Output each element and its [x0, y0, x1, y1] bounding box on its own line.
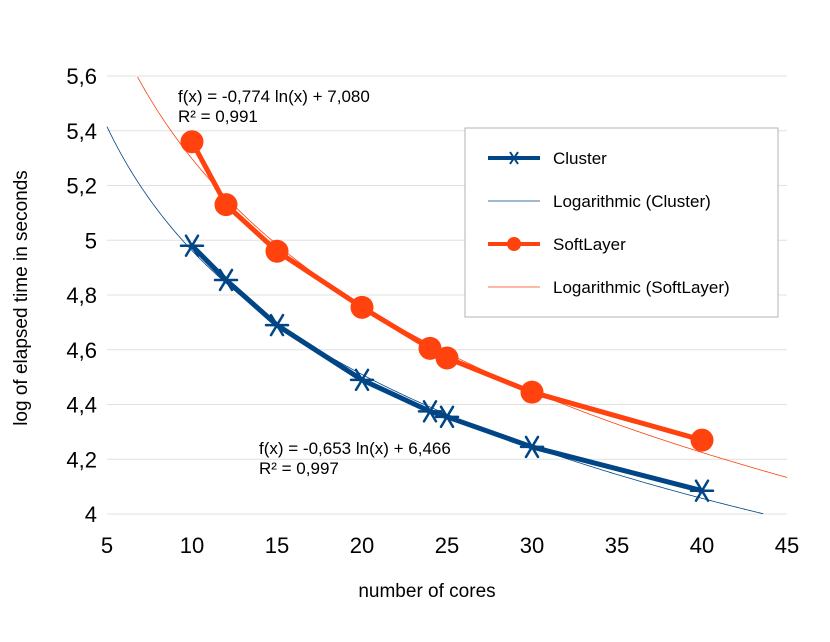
data-point-cluster	[349, 368, 375, 392]
legend: Cluster Logarithmic (Cluster) SoftLayer …	[464, 127, 779, 318]
trendline-layer	[106, 76, 788, 515]
trendline-cluster	[106, 126, 764, 515]
data-point-softlayer	[265, 239, 289, 263]
data-point-cluster	[179, 234, 205, 257]
legend-label-softlayer: SoftLayer	[553, 235, 626, 254]
legend-label-logarithmic-softlayer: Logarithmic (SoftLayer)	[553, 278, 730, 297]
data-point-softlayer	[180, 130, 204, 154]
x-tick-label: 45	[775, 533, 799, 558]
x-tick-label: 35	[605, 533, 629, 558]
series-layer	[179, 130, 715, 502]
legend-item-cluster: Cluster	[488, 149, 607, 168]
y-tick-label: 4	[85, 502, 97, 527]
data-point-softlayer	[214, 193, 238, 217]
x-tick-label: 5	[101, 533, 113, 558]
x-tick-label: 40	[690, 533, 714, 558]
y-tick-label: 4,8	[66, 283, 97, 308]
x-axis-title: number of cores	[358, 581, 495, 602]
cluster-trend-r2: R² = 0,997	[259, 459, 339, 478]
y-tick-label: 4,2	[66, 447, 97, 472]
x-tick-label: 30	[520, 533, 544, 558]
data-point-softlayer	[418, 336, 442, 360]
legend-label-cluster: Cluster	[553, 149, 607, 168]
data-point-cluster	[689, 479, 715, 502]
data-point-softlayer	[520, 380, 544, 404]
grid-layer	[107, 75, 787, 515]
y-tick-label: 5	[85, 228, 97, 253]
data-point-softlayer	[435, 346, 459, 370]
legend-swatch-cluster-marker	[507, 151, 521, 165]
x-tick-label: 25	[435, 533, 459, 558]
y-tick-label: 4,6	[66, 338, 97, 363]
x-tick-label: 10	[180, 533, 204, 558]
data-point-cluster	[519, 435, 545, 459]
axis-layer: 4 4,2 4,4 4,6 4,8 5 5,2 5,4 5,6 5 10 15 20 25 30 35 40 45	[66, 64, 799, 558]
y-axis-title: log of elapsed time in seconds	[11, 170, 32, 426]
legend-label-logarithmic-cluster: Logarithmic (Cluster)	[553, 192, 711, 211]
data-point-cluster	[434, 405, 460, 429]
data-point-cluster	[264, 313, 290, 337]
legend-item-logarithmic-softlayer: Logarithmic (SoftLayer)	[488, 278, 730, 297]
y-tick-label: 5,2	[66, 174, 97, 199]
data-point-cluster	[213, 268, 239, 292]
x-tick-label: 20	[350, 533, 374, 558]
cluster-trend-equation: f(x) = -0,653 ln(x) + 6,466	[259, 439, 451, 458]
legend-item-softlayer: SoftLayer	[488, 235, 626, 254]
trendline-softlayer	[137, 76, 788, 478]
softlayer-trend-r2: R² = 0,991	[178, 107, 258, 126]
x-tick-label: 15	[265, 533, 289, 558]
series-line-softlayer	[189, 139, 705, 443]
legend-item-logarithmic-cluster: Logarithmic (Cluster)	[488, 192, 711, 211]
series-line-cluster	[189, 243, 705, 494]
softlayer-trend-equation: f(x) = -0,774 ln(x) + 7,080	[178, 87, 370, 106]
y-tick-label: 5,6	[66, 64, 97, 89]
y-tick-label: 4,4	[66, 393, 97, 418]
y-tick-label: 5,4	[66, 119, 97, 144]
legend-swatch-softlayer-marker	[507, 237, 521, 251]
data-point-cluster	[417, 400, 443, 423]
data-point-softlayer	[350, 295, 374, 319]
data-point-softlayer	[690, 428, 714, 452]
